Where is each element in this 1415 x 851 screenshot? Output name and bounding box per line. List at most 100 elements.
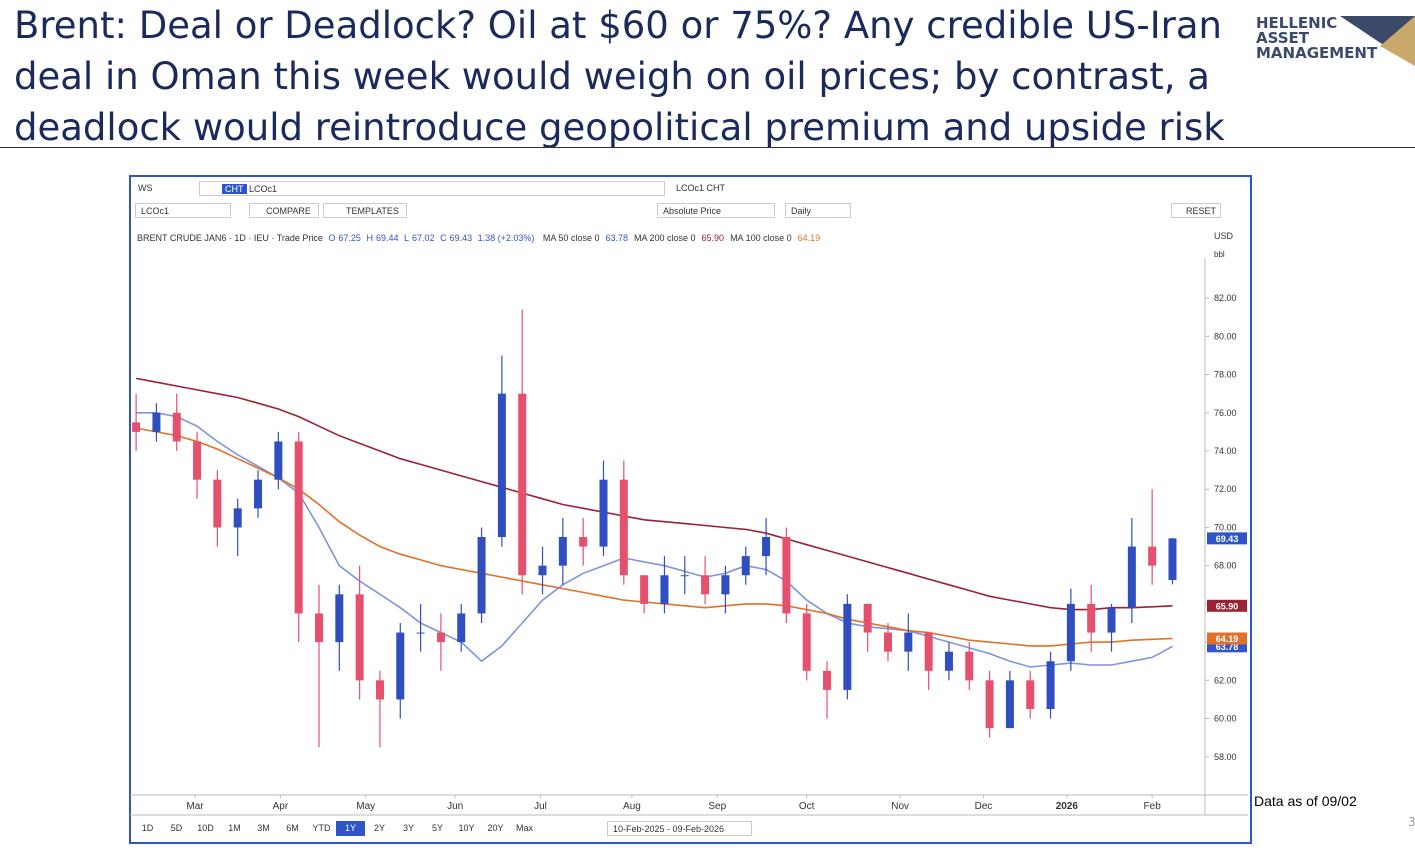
ohlc-key: O: [328, 233, 336, 243]
ma-legend-item: MA 100 close 0 64.19: [730, 233, 823, 243]
candle-body: [558, 537, 567, 566]
ohlc-value: 67.02: [412, 233, 435, 243]
ohlc-key: C: [440, 233, 447, 243]
range-button[interactable]: 1M: [228, 823, 241, 833]
range-button[interactable]: 2Y: [373, 823, 385, 833]
range-button[interactable]: 3Y: [402, 823, 414, 833]
ma-name: MA 50 close 0: [542, 233, 600, 243]
title-line: deadlock would reintroduce geopolitical …: [14, 106, 1225, 149]
candle-body: [863, 603, 872, 633]
candle-body: [762, 537, 771, 557]
ohlc-key: L: [404, 233, 410, 243]
date-range[interactable]: 10-Feb-2025 - 09-Feb-2026: [607, 821, 752, 836]
ohlc-value: 67.25: [338, 233, 361, 243]
candle-body: [233, 508, 242, 528]
y-tick-label: 70.00: [1214, 522, 1237, 532]
range-button[interactable]: 10D: [197, 823, 214, 833]
x-tick-label: Nov: [891, 801, 909, 812]
x-tick-label: 2026: [1056, 801, 1079, 812]
price-tag-label: 64.19: [1216, 634, 1239, 644]
chart-window: WS CHT LCOc1 LCOc1 CHT LCOc1 COMPARE TEM…: [129, 175, 1252, 844]
candle-body: [396, 632, 405, 700]
y-tick-label: 60.00: [1214, 714, 1237, 724]
candle-body: [944, 651, 953, 671]
candle-body: [1066, 603, 1075, 662]
x-tick-label: Aug: [623, 801, 641, 812]
page-number: 3: [1408, 815, 1415, 829]
price-tag-label: 65.90: [1216, 601, 1239, 611]
x-tick-label: Apr: [273, 801, 289, 812]
interval[interactable]: Daily: [785, 203, 851, 218]
tab[interactable]: LCOc1 CHT: [676, 183, 726, 193]
candle-body: [1127, 546, 1136, 608]
price-tag-label: 69.43: [1216, 534, 1239, 544]
candle-body: [599, 479, 608, 547]
range-button[interactable]: 10Y: [458, 823, 475, 833]
y-tick-label: 58.00: [1214, 752, 1237, 762]
search-box[interactable]: CHT LCOc1: [199, 181, 665, 196]
price-tag-label: 63.78: [1216, 642, 1239, 652]
price-tag: [1207, 532, 1247, 545]
templates-button[interactable]: TEMPLATES: [323, 203, 407, 218]
ma-name: MA 100 close 0: [730, 233, 792, 243]
ma-name: MA 200 close 0: [633, 233, 696, 243]
candle-body: [1046, 661, 1055, 710]
instrument: BRENT CRUDE JAN6 · 1D · IEU · Trade Pric…: [137, 233, 323, 243]
candle-body: [477, 537, 486, 614]
range-button[interactable]: Max: [515, 823, 533, 833]
candle-body: [1005, 680, 1014, 729]
candle-body: [823, 670, 832, 690]
price-tag: [1207, 599, 1247, 612]
candle-body: [335, 594, 344, 643]
y-tick-label: 80.00: [1214, 331, 1237, 341]
unit[interactable]: bbl: [1214, 250, 1225, 259]
y-tick-label: 62.00: [1214, 675, 1237, 685]
ric-input[interactable]: LCOc1: [135, 203, 231, 218]
candle-body: [274, 441, 283, 480]
candle-body: [579, 537, 588, 547]
range-button[interactable]: YTD: [312, 823, 331, 833]
candle-body: [1087, 603, 1096, 633]
candle-body: [843, 603, 852, 690]
price-mode[interactable]: Absolute Price: [657, 203, 775, 218]
title: Brent: Deal or Deadlock? Oil at $60 or 7…: [14, 0, 1225, 153]
search-text: LCOc1: [249, 184, 278, 194]
candle-body: [680, 575, 689, 577]
ma-value: 65.90: [701, 233, 725, 243]
range-button[interactable]: 1Y: [336, 821, 365, 836]
logo: HELLENIC ASSET MANAGEMENT: [1256, 16, 1377, 61]
range-button[interactable]: 5Y: [431, 823, 443, 833]
chart: 58.0060.0062.0064.0066.0068.0070.0072.00…: [130, 258, 1248, 816]
candle-body: [375, 680, 384, 700]
candle-body: [1168, 538, 1177, 581]
compare-button[interactable]: COMPARE: [249, 203, 319, 218]
x-tick-label: Sep: [708, 801, 726, 812]
y-tick-label: 76.00: [1214, 408, 1237, 418]
range-button[interactable]: 5D: [170, 823, 183, 833]
candle-body: [985, 680, 994, 729]
logo-mark: [1340, 16, 1415, 66]
candle-body: [782, 537, 791, 614]
candle-body: [904, 632, 913, 652]
candle-body: [213, 479, 222, 528]
ma-legend-item: MA 50 close 0 63.78: [543, 233, 631, 243]
candle-body: [254, 479, 263, 509]
y-tick-label: 68.00: [1214, 561, 1237, 571]
range-button[interactable]: 20Y: [487, 823, 504, 833]
workspace[interactable]: WS: [138, 183, 153, 193]
candle-body: [660, 575, 669, 604]
reset-button[interactable]: RESET: [1171, 203, 1221, 218]
currency[interactable]: USD: [1214, 231, 1234, 241]
range-button[interactable]: 3M: [257, 823, 270, 833]
ohlc-value: 69.44: [375, 233, 399, 243]
chart-legend: BRENT CRUDE JAN6 · 1D · IEU · Trade Pric…: [137, 233, 829, 243]
ma-legend-item: MA 200 close 0 65.90: [634, 233, 727, 243]
candle-body: [924, 632, 933, 671]
range-button[interactable]: 1D: [141, 823, 154, 833]
x-tick-label: Oct: [799, 801, 815, 812]
candle-body: [741, 556, 750, 576]
ma-legend: MA 50 close 0 63.78 MA 200 close 0 65.90 MA …: [543, 233, 826, 243]
cht-badge: CHT: [222, 184, 247, 194]
range-button[interactable]: 6M: [286, 823, 299, 833]
